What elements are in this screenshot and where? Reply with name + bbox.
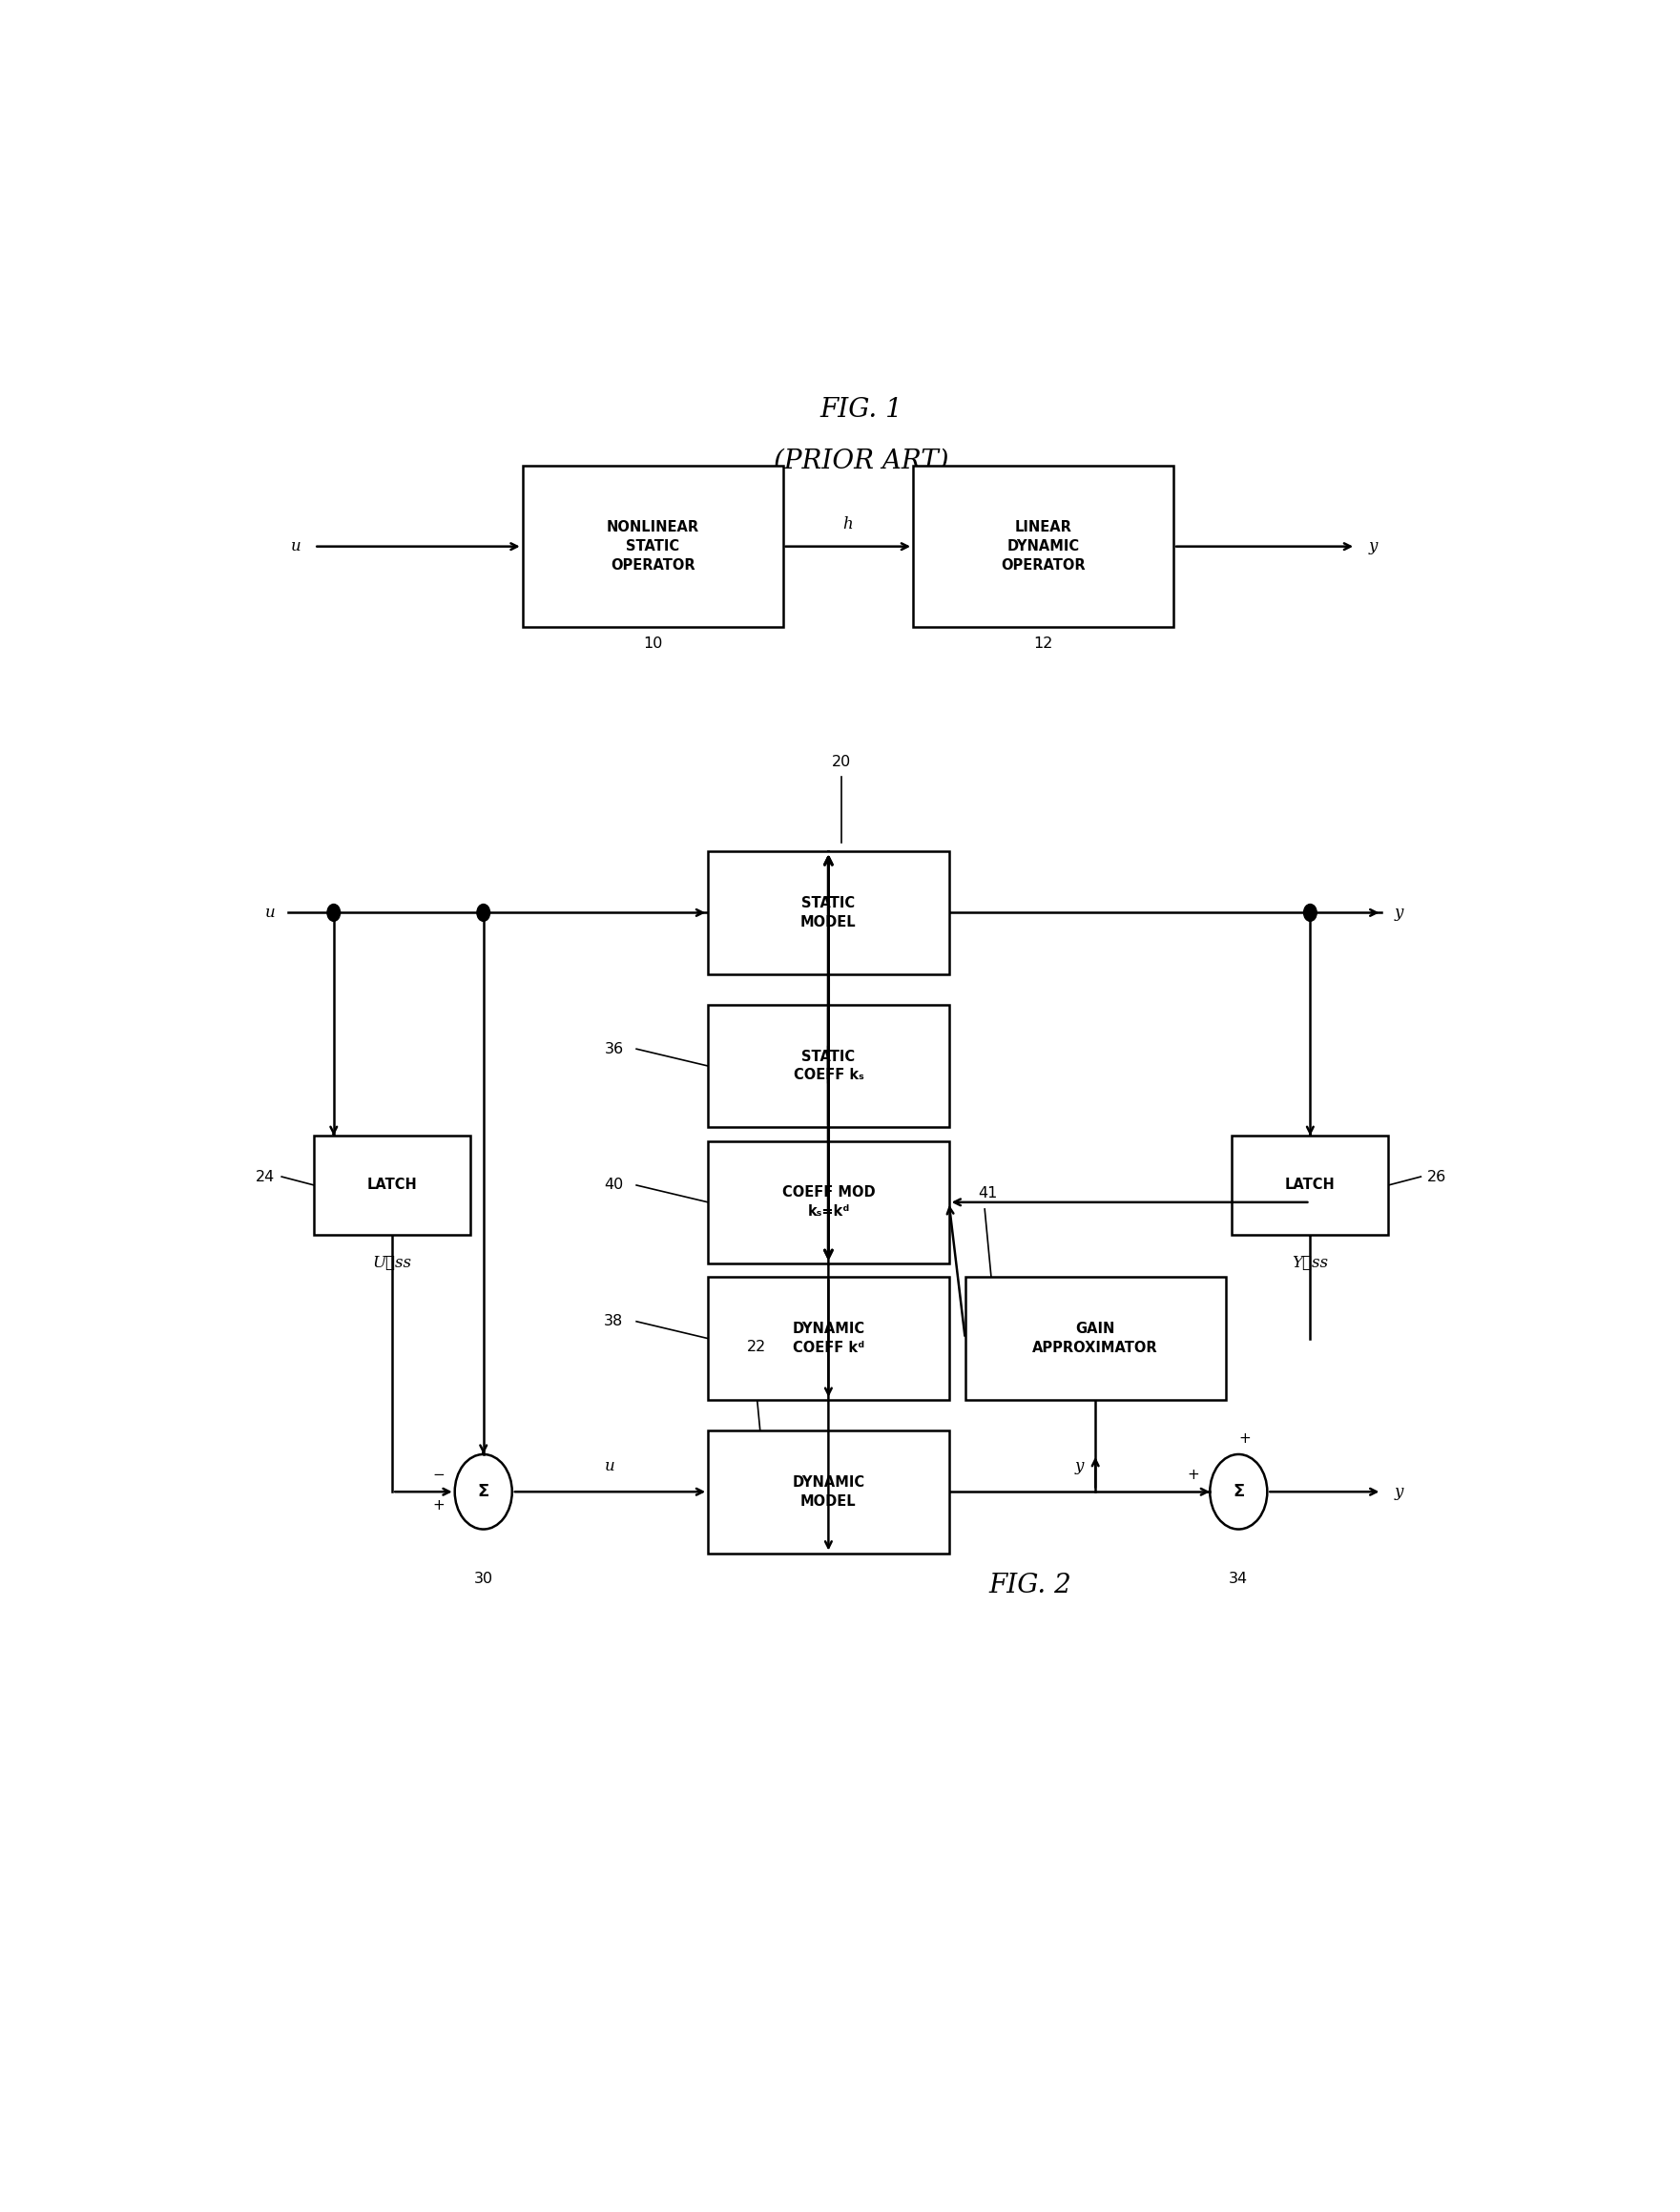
Text: h: h xyxy=(843,518,853,533)
FancyBboxPatch shape xyxy=(314,1135,470,1234)
Text: FIG. 2: FIG. 2 xyxy=(990,1573,1072,1599)
Text: 34: 34 xyxy=(1230,1573,1248,1586)
FancyBboxPatch shape xyxy=(707,852,949,973)
Text: u: u xyxy=(605,1458,615,1475)
Text: +: + xyxy=(1188,1467,1200,1482)
Text: U₞ss: U₞ss xyxy=(373,1254,412,1272)
FancyBboxPatch shape xyxy=(914,465,1173,628)
Text: 41: 41 xyxy=(978,1186,998,1201)
Text: LATCH: LATCH xyxy=(1285,1179,1336,1192)
Text: 12: 12 xyxy=(1033,637,1053,650)
Circle shape xyxy=(477,905,491,920)
Circle shape xyxy=(328,905,339,920)
FancyBboxPatch shape xyxy=(522,465,783,628)
Text: GAIN
APPROXIMATOR: GAIN APPROXIMATOR xyxy=(1033,1323,1158,1356)
Text: LATCH: LATCH xyxy=(368,1179,417,1192)
Text: y: y xyxy=(1394,1484,1404,1500)
Text: FIG. 1: FIG. 1 xyxy=(820,398,902,422)
Text: Σ: Σ xyxy=(1233,1484,1245,1500)
Text: 24: 24 xyxy=(255,1170,276,1183)
Text: 40: 40 xyxy=(605,1179,623,1192)
Text: +: + xyxy=(1240,1431,1252,1447)
Text: LINEAR
DYNAMIC
OPERATOR: LINEAR DYNAMIC OPERATOR xyxy=(1001,520,1085,573)
FancyBboxPatch shape xyxy=(1231,1135,1388,1234)
FancyBboxPatch shape xyxy=(707,1431,949,1553)
Circle shape xyxy=(1304,905,1317,920)
Text: 30: 30 xyxy=(474,1573,492,1586)
FancyBboxPatch shape xyxy=(707,1276,949,1400)
Text: u: u xyxy=(291,538,301,555)
Text: y: y xyxy=(1394,905,1404,920)
Text: 38: 38 xyxy=(605,1314,623,1329)
Text: −: − xyxy=(432,1467,444,1482)
Text: 10: 10 xyxy=(643,637,662,650)
Text: u: u xyxy=(265,905,276,920)
Text: NONLINEAR
STATIC
OPERATOR: NONLINEAR STATIC OPERATOR xyxy=(606,520,699,573)
Text: DYNAMIC
COEFF kᵈ: DYNAMIC COEFF kᵈ xyxy=(793,1323,865,1356)
Text: Σ: Σ xyxy=(477,1484,489,1500)
FancyBboxPatch shape xyxy=(707,1141,949,1263)
Text: Y₞ss: Y₞ss xyxy=(1292,1254,1329,1272)
Text: 36: 36 xyxy=(605,1042,623,1055)
Text: 26: 26 xyxy=(1428,1170,1446,1183)
Text: y: y xyxy=(1369,538,1378,555)
Text: 20: 20 xyxy=(832,754,852,770)
FancyBboxPatch shape xyxy=(707,1004,949,1128)
Text: y: y xyxy=(1075,1458,1084,1475)
Text: DYNAMIC
MODEL: DYNAMIC MODEL xyxy=(793,1475,865,1509)
Text: COEFF MOD
kₛ=kᵈ: COEFF MOD kₛ=kᵈ xyxy=(781,1186,875,1219)
FancyBboxPatch shape xyxy=(966,1276,1226,1400)
Text: STATIC
COEFF kₛ: STATIC COEFF kₛ xyxy=(793,1048,864,1082)
Text: (PRIOR ART): (PRIOR ART) xyxy=(773,449,949,473)
Text: 22: 22 xyxy=(748,1340,766,1354)
Text: +: + xyxy=(432,1498,444,1513)
Text: STATIC
MODEL: STATIC MODEL xyxy=(800,896,857,929)
